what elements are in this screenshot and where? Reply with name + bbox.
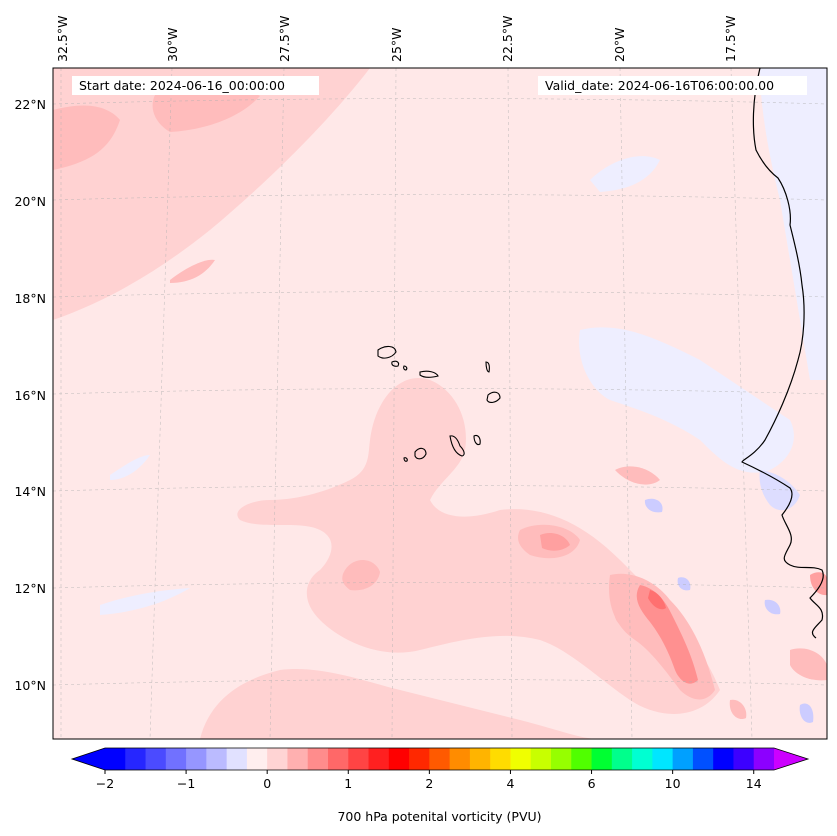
lon-label: 20°W — [612, 27, 627, 62]
lon-label: 30°W — [165, 27, 180, 62]
colorbar-bin — [713, 748, 735, 770]
pv-contour-small-west — [614, 608, 629, 626]
pv-contour-south-band — [200, 669, 600, 739]
lon-label: 27.5°W — [277, 16, 292, 62]
pv-contour-central-core — [342, 560, 380, 591]
lon-label: 25°W — [389, 27, 404, 62]
colorbar: −2 −1 0 1 2 4 6 10 14 — [70, 747, 810, 791]
colorbar-bin — [388, 748, 410, 770]
pv-negative-coast-spot — [644, 498, 663, 513]
pv-contour-central-filament — [237, 378, 720, 714]
start-date-label: Start date: 2024-06-16_00:00:00 — [72, 76, 319, 95]
pv-contour-ne-streak — [615, 466, 660, 485]
lat-label: 12°N — [14, 581, 46, 596]
colorbar-under-arrow — [72, 748, 105, 770]
map-panel — [53, 68, 827, 739]
pv-contour-east-core-1-inner — [540, 533, 570, 551]
cape-verde-islands — [377, 345, 501, 462]
colorbar-bin — [692, 748, 714, 770]
colorbar-bin — [469, 748, 491, 770]
colorbar-bin — [409, 748, 430, 770]
colorbar-bin — [591, 748, 613, 770]
longitude-labels: 32.5°W 30°W 27.5°W 25°W 22.5°W 20°W 17.5… — [55, 16, 738, 62]
pv-negative-se-spot — [799, 703, 814, 723]
pv-negative-east-coast — [700, 68, 827, 380]
colorbar-tick-label: 10 — [665, 776, 681, 791]
pv-contour-east-ridge-peak — [648, 590, 666, 610]
pv-negative-ne-wedge — [590, 156, 660, 192]
lat-label: 20°N — [14, 194, 46, 209]
colorbar-tick-label: −1 — [177, 776, 195, 791]
pv-contour-streak — [170, 259, 215, 283]
valid-date-label: Valid_date: 2024-06-16T06:00:00.00 — [538, 76, 807, 95]
colorbar-ticks: −2 −1 0 1 2 4 6 10 14 — [96, 770, 762, 791]
pv-contour-se-blob — [729, 699, 747, 720]
colorbar-bin — [186, 748, 207, 770]
colorbar-bin — [246, 748, 268, 770]
pv-negative-west-dash — [100, 588, 190, 615]
colorbar-bin — [125, 748, 147, 770]
colorbar-bin — [206, 748, 228, 770]
pv-contour-nw-band — [53, 68, 370, 320]
colorbar-bin — [348, 748, 370, 770]
colorbar-bin — [267, 748, 289, 770]
colorbar-tick-label: 4 — [506, 776, 514, 791]
colorbar-tick-label: −2 — [96, 776, 114, 791]
colorbar-bin — [145, 748, 167, 770]
colorbar-bin — [632, 748, 653, 770]
graticule — [53, 68, 827, 739]
lat-label: 22°N — [14, 97, 46, 112]
colorbar-title: 700 hPa potenital vorticity (PVU) — [337, 809, 542, 824]
pv-contour-east-ridge-inner — [636, 585, 698, 684]
colorbar-bin — [287, 748, 309, 770]
coastline-west-africa — [741, 68, 824, 639]
pv-negative-west-streak — [110, 455, 150, 480]
colorbar-bin — [530, 748, 552, 770]
lon-label: 17.5°W — [723, 16, 738, 62]
lon-label: 32.5°W — [55, 16, 70, 62]
colorbar-bin — [490, 748, 512, 770]
colorbar-tick-label: 1 — [344, 776, 352, 791]
colorbar-bin — [328, 748, 349, 770]
map-frame — [52, 67, 828, 740]
colorbar-tick-label: 14 — [746, 776, 762, 791]
pv-negative-coast-spot-2 — [677, 577, 691, 591]
colorbar-bin — [307, 748, 329, 770]
colorbar-bin — [368, 748, 390, 770]
lat-label: 14°N — [14, 484, 46, 499]
lat-label: 10°N — [14, 678, 46, 693]
colorbar-bin — [652, 748, 674, 770]
colorbar-bin — [611, 748, 633, 770]
latitude-labels: 22°N 20°N 18°N 16°N 14°N 12°N 10°N — [14, 97, 46, 693]
colorbar-bins — [105, 748, 775, 770]
colorbar-bin — [672, 748, 694, 770]
colorbar-bin — [753, 748, 775, 770]
colorbar-tick-label: 0 — [263, 776, 271, 791]
colorbar-bin — [571, 748, 593, 770]
colorbar-bin — [165, 748, 187, 770]
pv-contour-nw-core — [53, 105, 120, 170]
pv-negative-coast-spot-3 — [764, 599, 781, 615]
pv-contour-far-east — [790, 648, 827, 681]
colorbar-bin — [551, 748, 572, 770]
lon-label: 22.5°W — [500, 16, 515, 62]
colorbar-bin — [449, 748, 471, 770]
lat-label: 16°N — [14, 388, 46, 403]
colorbar-over-arrow — [774, 748, 808, 770]
lat-label: 18°N — [14, 291, 46, 306]
colorbar-tick-label: 2 — [425, 776, 433, 791]
colorbar-bin — [429, 748, 451, 770]
pv-negative-coast-edge — [759, 470, 800, 511]
colorbar-bin — [226, 748, 248, 770]
pv-contour-nw-blob — [152, 82, 260, 132]
colorbar-bin — [733, 748, 755, 770]
colorbar-tick-label: 6 — [588, 776, 596, 791]
colorbar-bin — [105, 748, 126, 770]
colorbar-bin — [510, 748, 532, 770]
pv-negative-coast-belt — [579, 327, 794, 473]
